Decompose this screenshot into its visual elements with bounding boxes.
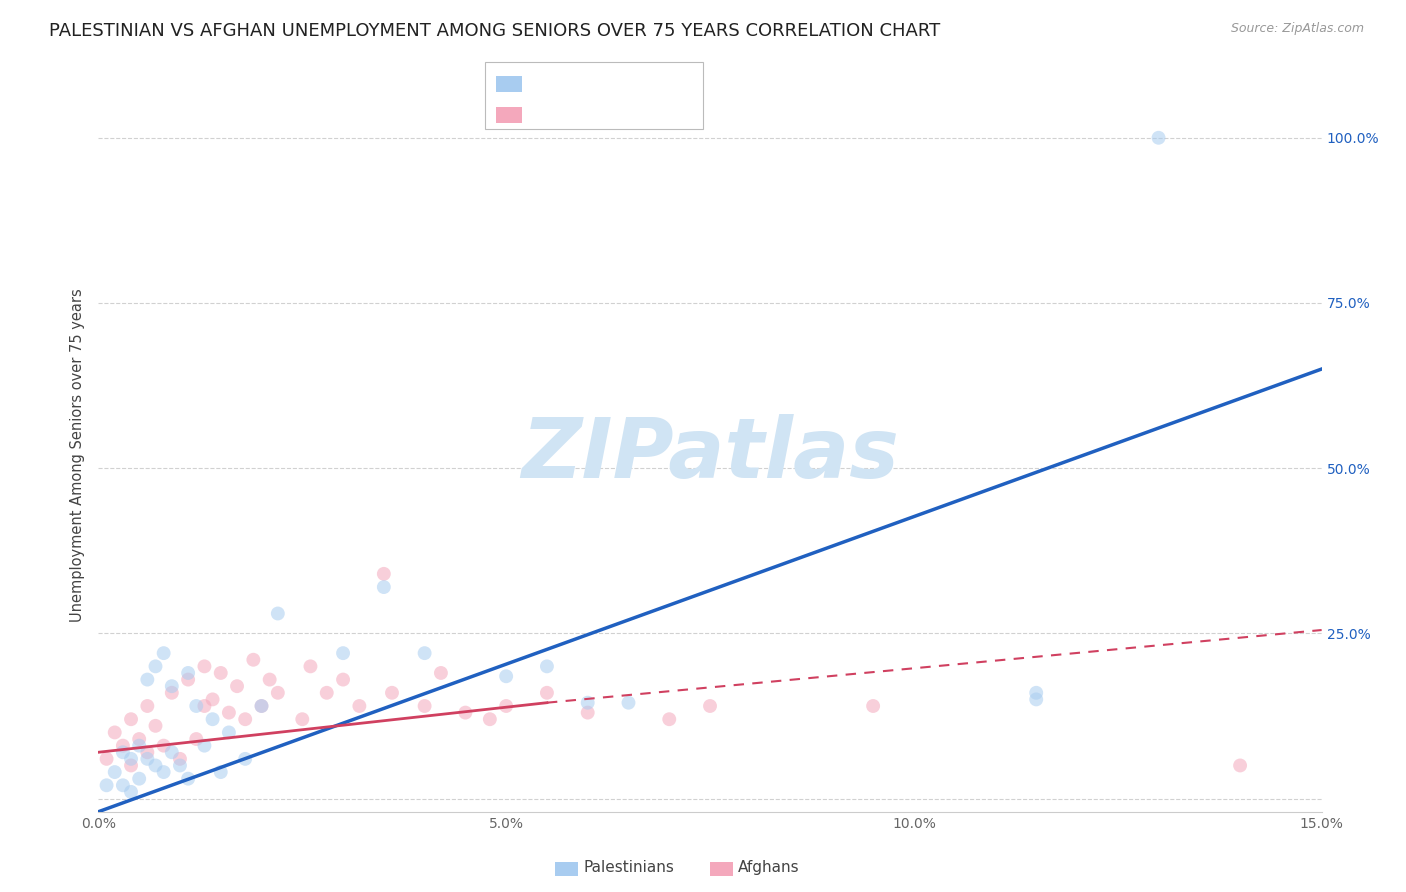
Point bbox=[576, 706, 599, 720]
Point bbox=[201, 692, 224, 706]
Text: Afghans: Afghans bbox=[738, 860, 800, 874]
Point bbox=[169, 752, 191, 766]
Point bbox=[145, 659, 167, 673]
Point bbox=[128, 772, 150, 786]
Point bbox=[193, 698, 215, 713]
Point bbox=[576, 696, 599, 710]
Point bbox=[413, 698, 436, 713]
Text: Source: ZipAtlas.com: Source: ZipAtlas.com bbox=[1230, 22, 1364, 36]
Point bbox=[160, 686, 183, 700]
Text: Palestinians: Palestinians bbox=[583, 860, 675, 874]
Point bbox=[96, 778, 118, 792]
Point bbox=[267, 607, 290, 621]
Point bbox=[699, 698, 721, 713]
Point bbox=[120, 752, 142, 766]
Point bbox=[152, 739, 174, 753]
Text: R =: R = bbox=[531, 105, 567, 120]
Point bbox=[160, 745, 183, 759]
Point bbox=[349, 698, 371, 713]
Point bbox=[120, 712, 142, 726]
Point bbox=[209, 665, 232, 680]
Point bbox=[430, 665, 453, 680]
Point bbox=[495, 698, 517, 713]
Point bbox=[136, 745, 159, 759]
Point bbox=[1025, 692, 1047, 706]
Point bbox=[111, 739, 134, 753]
Point bbox=[299, 659, 322, 673]
Point bbox=[136, 752, 159, 766]
Point bbox=[315, 686, 337, 700]
Point bbox=[536, 686, 558, 700]
Text: N =: N = bbox=[610, 74, 657, 88]
Point bbox=[242, 653, 264, 667]
Text: PALESTINIAN VS AFGHAN UNEMPLOYMENT AMONG SENIORS OVER 75 YEARS CORRELATION CHART: PALESTINIAN VS AFGHAN UNEMPLOYMENT AMONG… bbox=[49, 22, 941, 40]
Point bbox=[169, 758, 191, 772]
Point bbox=[332, 646, 354, 660]
Point bbox=[413, 646, 436, 660]
Point bbox=[454, 706, 477, 720]
Y-axis label: Unemployment Among Seniors over 75 years: Unemployment Among Seniors over 75 years bbox=[70, 288, 86, 622]
Point bbox=[233, 752, 256, 766]
Point bbox=[186, 698, 208, 713]
Point bbox=[478, 712, 501, 726]
Point bbox=[128, 732, 150, 747]
Point bbox=[1229, 758, 1251, 772]
Point bbox=[145, 719, 167, 733]
Point bbox=[104, 725, 127, 739]
Point bbox=[862, 698, 884, 713]
Text: N =: N = bbox=[610, 105, 657, 120]
Point bbox=[267, 686, 290, 700]
Point bbox=[177, 772, 200, 786]
Point bbox=[218, 706, 240, 720]
Text: 0.712: 0.712 bbox=[562, 74, 609, 88]
Point bbox=[128, 739, 150, 753]
Point bbox=[250, 698, 273, 713]
Point bbox=[193, 739, 215, 753]
Point bbox=[152, 765, 174, 780]
Point bbox=[96, 752, 118, 766]
Point bbox=[658, 712, 681, 726]
Point bbox=[201, 712, 224, 726]
Point bbox=[617, 696, 640, 710]
Point bbox=[332, 673, 354, 687]
Point bbox=[120, 785, 142, 799]
Point bbox=[111, 778, 134, 792]
Point bbox=[259, 673, 281, 687]
Point bbox=[381, 686, 404, 700]
Point bbox=[218, 725, 240, 739]
Point bbox=[373, 566, 395, 581]
Point bbox=[209, 765, 232, 780]
Point bbox=[186, 732, 208, 747]
Point bbox=[177, 665, 200, 680]
Point bbox=[536, 659, 558, 673]
Point bbox=[136, 698, 159, 713]
Text: 0.186: 0.186 bbox=[562, 105, 609, 120]
Point bbox=[233, 712, 256, 726]
Text: 37: 37 bbox=[654, 74, 673, 88]
Point bbox=[177, 673, 200, 687]
Point bbox=[291, 712, 314, 726]
Point bbox=[193, 659, 215, 673]
Point bbox=[250, 698, 273, 713]
Point bbox=[160, 679, 183, 693]
Point bbox=[1025, 686, 1047, 700]
Point bbox=[152, 646, 174, 660]
Point bbox=[226, 679, 249, 693]
Point bbox=[373, 580, 395, 594]
Text: ZIPatlas: ZIPatlas bbox=[522, 415, 898, 495]
Point bbox=[104, 765, 127, 780]
Point bbox=[145, 758, 167, 772]
Text: 43: 43 bbox=[654, 105, 673, 120]
Point bbox=[120, 758, 142, 772]
Point bbox=[495, 669, 517, 683]
Point bbox=[111, 745, 134, 759]
Point bbox=[136, 673, 159, 687]
Point bbox=[1147, 130, 1170, 145]
Text: R =: R = bbox=[531, 74, 567, 88]
